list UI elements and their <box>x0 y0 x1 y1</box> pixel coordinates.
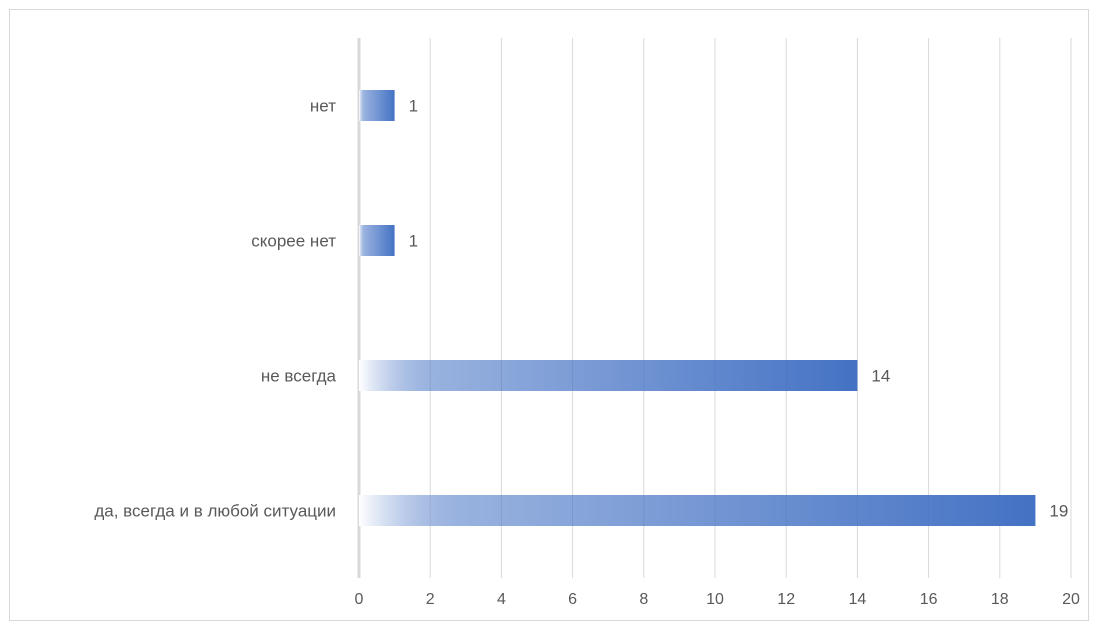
data-label: 19 <box>1049 502 1068 521</box>
x-tick-label: 10 <box>706 591 724 608</box>
labels: нет 1 скорее нет 1 не всегда 14 да, всегда и в… <box>94 97 1068 521</box>
x-tick-label: 20 <box>1062 591 1080 608</box>
bar-chart: 0 2 4 6 8 10 12 14 16 18 20 нет 1 скорее нет 1 не всег… <box>94 38 1080 608</box>
x-tick-label: 8 <box>639 591 648 608</box>
x-tick-label: 14 <box>849 591 867 608</box>
data-label: 1 <box>409 232 418 251</box>
category-label: не всегда <box>261 367 337 386</box>
x-tick-label: 12 <box>777 591 795 608</box>
x-tick-label: 4 <box>497 591 506 608</box>
bar <box>359 90 395 121</box>
x-tick-label: 16 <box>920 591 938 608</box>
gridlines <box>429 38 1072 578</box>
value-axis: 0 2 4 6 8 10 12 14 16 18 20 <box>355 38 1080 608</box>
data-label: 14 <box>871 367 890 386</box>
category-label: нет <box>310 97 336 116</box>
x-tick-label: 2 <box>426 591 435 608</box>
data-label: 1 <box>409 97 418 116</box>
category-label: да, всегда и в любой ситуации <box>94 502 336 521</box>
bar <box>359 495 1036 526</box>
bar <box>359 360 858 391</box>
x-tick-label: 18 <box>991 591 1009 608</box>
x-tick-label: 0 <box>355 591 364 608</box>
category-label: скорее нет <box>251 232 336 251</box>
bar <box>359 225 395 256</box>
chart-frame: 0 2 4 6 8 10 12 14 16 18 20 нет 1 скорее нет 1 не всег… <box>9 9 1089 621</box>
bars <box>359 90 1036 526</box>
x-tick-label: 6 <box>568 591 577 608</box>
